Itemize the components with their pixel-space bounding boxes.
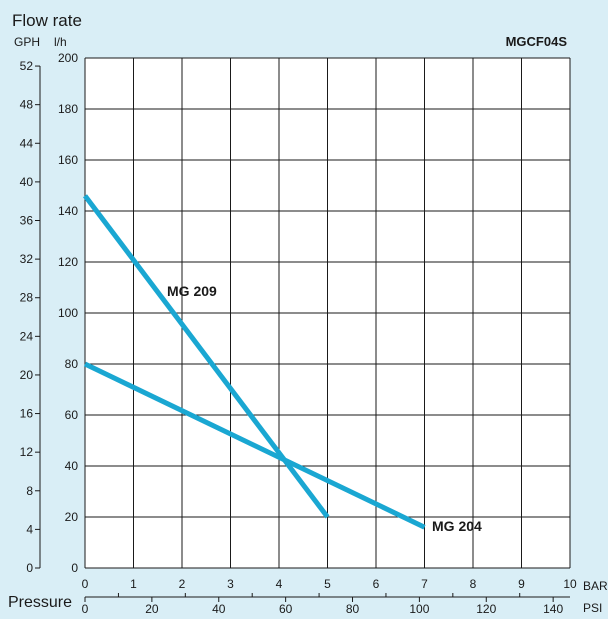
y-tick-label-gph: 12 xyxy=(20,445,34,459)
y-tick-label-gph: 28 xyxy=(20,291,34,305)
y-tick-label-gph: 36 xyxy=(20,213,34,227)
pressure-label: Pressure xyxy=(8,594,72,611)
x-tick-label-bar: 0 xyxy=(82,577,89,591)
y-tick-label-lh: 140 xyxy=(58,204,78,218)
x-tick-label-psi: 120 xyxy=(476,602,496,616)
x-tick-label-psi: 140 xyxy=(543,602,563,616)
y-tick-label-lh: 20 xyxy=(65,510,79,524)
y-tick-label-lh: 180 xyxy=(58,102,78,116)
model-title: MGCF04S xyxy=(506,34,568,49)
y-tick-label-lh: 60 xyxy=(65,408,79,422)
y-tick-label-gph: 16 xyxy=(20,407,34,421)
y-tick-label-gph: 48 xyxy=(20,98,34,112)
y-tick-label-lh: 80 xyxy=(65,357,79,371)
y-tick-label-gph: 20 xyxy=(20,368,34,382)
x-tick-label-bar: 10 xyxy=(563,577,577,591)
x-tick-label-psi: 80 xyxy=(346,602,360,616)
x-tick-label-bar: 7 xyxy=(421,577,428,591)
y-tick-label-gph: 52 xyxy=(20,59,34,73)
x-tick-label-psi: 60 xyxy=(279,602,293,616)
x-tick-label-psi: 0 xyxy=(82,602,89,616)
y-tick-label-gph: 32 xyxy=(20,252,34,266)
y-tick-label-gph: 40 xyxy=(20,175,34,189)
y-tick-label-gph: 0 xyxy=(26,561,33,575)
grid xyxy=(84,57,571,569)
x-tick-label-psi: 20 xyxy=(145,602,159,616)
series-lines xyxy=(83,194,426,530)
y-tick-label-lh: 200 xyxy=(58,51,78,65)
y-tick-label-gph: 4 xyxy=(26,522,33,536)
x-tick-label-bar: 8 xyxy=(470,577,477,591)
y-tick-label-gph: 44 xyxy=(20,136,34,150)
y-tick-label-gph: 8 xyxy=(26,484,33,498)
y-tick-label-lh: 100 xyxy=(58,306,78,320)
x-tick-label-bar: 3 xyxy=(227,577,234,591)
y-tick-label-lh: 120 xyxy=(58,255,78,269)
x-tick-label-bar: 9 xyxy=(518,577,525,591)
y-tick-label-gph: 24 xyxy=(20,329,34,343)
y-tick-label-lh: 40 xyxy=(65,459,79,473)
series-line-mg204 xyxy=(83,361,426,530)
series-label-mg209: MG 209 xyxy=(167,283,217,299)
x-tick-label-bar: 4 xyxy=(276,577,283,591)
psi-unit-label: PSI xyxy=(583,601,602,615)
x-tick-label-bar: 1 xyxy=(130,577,137,591)
x-tick-label-bar: 2 xyxy=(179,577,186,591)
gph-unit-label: GPH xyxy=(14,35,40,49)
lh-unit-label: l/h xyxy=(54,35,67,49)
bar-unit-label: BAR xyxy=(583,579,608,593)
series-label-mg204: MG 204 xyxy=(432,518,482,534)
x-tick-label-bar: 6 xyxy=(373,577,380,591)
flow-rate-label: Flow rate xyxy=(12,11,82,30)
y-tick-label-lh: 160 xyxy=(58,153,78,167)
tick-labels: 0 1 2 3 4 5 6 7 8 9 100204060801001201401601802000… xyxy=(20,51,577,616)
x-tick-label-psi: 40 xyxy=(212,602,226,616)
y-tick-label-lh: 0 xyxy=(71,561,78,575)
x-tick-label-psi: 100 xyxy=(409,602,429,616)
x-tick-label-bar: 5 xyxy=(324,577,331,591)
